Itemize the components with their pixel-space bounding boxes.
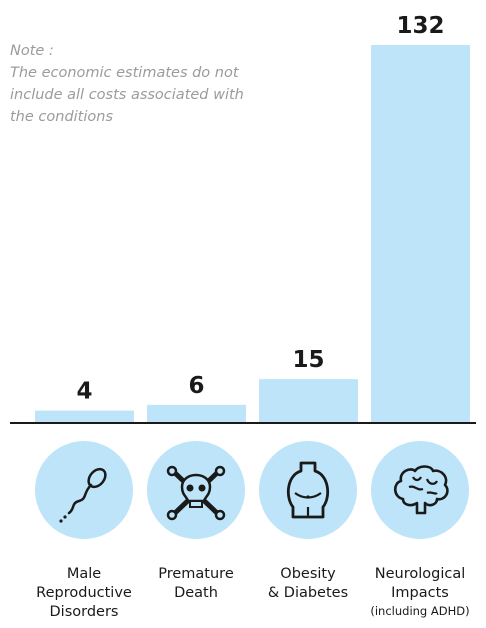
category-line: Obesity xyxy=(280,566,336,582)
bar-neurological-impacts xyxy=(371,45,470,422)
category-line-subnote: (including ADHD) xyxy=(370,604,470,618)
category-line: Reproductive xyxy=(36,585,132,601)
category-label-premature-death: Premature Death xyxy=(141,565,251,603)
category-label-neurological-impacts: Neurological Impacts (including ADHD) xyxy=(365,565,475,620)
category-line: Impacts xyxy=(391,585,449,601)
skull-crossbones-icon xyxy=(166,465,226,521)
skull-icon-circle xyxy=(147,441,245,539)
value-label-obesity-diabetes: 15 xyxy=(292,347,324,373)
category-line: Premature xyxy=(158,566,234,582)
note-line-1: Note : xyxy=(10,43,54,59)
category-line: Death xyxy=(174,585,218,601)
note-line-3: include all costs associated with xyxy=(10,87,244,103)
bar-chart: 4 6 15 132 xyxy=(10,13,476,424)
obese-body-icon xyxy=(286,461,330,519)
bar-male-reproductive-disorders xyxy=(35,410,134,422)
category-line: & Diabetes xyxy=(267,585,349,601)
obesity-icon-circle xyxy=(259,441,357,539)
category-line: Disorders xyxy=(49,604,119,620)
brain-icon xyxy=(393,465,449,515)
category-label-male-reproductive-disorders: Male Reproductive Disorders xyxy=(29,565,139,622)
bar-obesity-diabetes xyxy=(259,379,358,422)
value-label-male-reproductive-disorders: 4 xyxy=(76,379,92,405)
note-line-4: the conditions xyxy=(10,109,114,125)
sperm-icon-circle xyxy=(35,441,133,539)
value-label-neurological-impacts: 132 xyxy=(396,13,444,39)
brain-icon-circle xyxy=(371,441,469,539)
category-label-obesity-diabetes: Obesity & Diabetes xyxy=(253,565,363,603)
category-line: Male xyxy=(66,566,102,582)
bar-premature-death xyxy=(147,404,246,422)
sperm-icon xyxy=(59,467,107,523)
chart-note: Note : The economic estimates do not inc… xyxy=(10,40,300,128)
value-label-premature-death: 6 xyxy=(188,373,204,399)
category-line: Neurological xyxy=(374,566,466,582)
note-line-2: The economic estimates do not xyxy=(10,65,239,81)
